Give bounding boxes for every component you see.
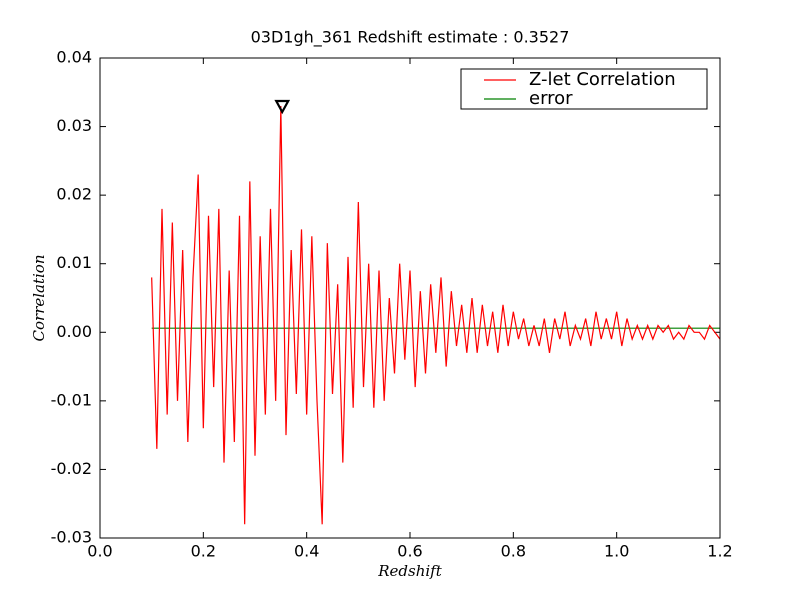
y-axis-label: Correlation	[30, 255, 48, 342]
data-line	[151, 105, 721, 525]
legend-box	[460, 68, 708, 110]
y-tick-label: -0.01	[51, 390, 92, 409]
x-tick-label: 1.2	[707, 542, 732, 561]
legend-label: error	[529, 88, 573, 109]
y-tick-label: 0.04	[56, 48, 92, 67]
y-tick-label: 0.03	[56, 116, 92, 135]
y-tick-label: -0.02	[51, 459, 92, 478]
y-tick-label: 0.02	[56, 185, 92, 204]
x-axis-label: Redshift	[377, 562, 442, 580]
chart-title: 03D1gh_361 Redshift estimate : 0.3527	[251, 28, 570, 48]
x-tick-label: 0.4	[294, 542, 319, 561]
x-tick-label: 0.0	[87, 542, 112, 561]
legend-label: Z-let Correlation	[529, 69, 676, 90]
y-tick-label: -0.03	[51, 528, 92, 547]
x-tick-label: 0.8	[501, 542, 526, 561]
x-tick-label: 1.0	[604, 542, 629, 561]
x-tick-label: 0.2	[191, 542, 216, 561]
peak-marker	[274, 99, 291, 115]
y-tick-label: 0.01	[56, 253, 92, 272]
plot-frame	[99, 57, 721, 539]
x-tick-label: 0.6	[397, 542, 422, 561]
y-tick-label: 0.00	[56, 322, 92, 341]
